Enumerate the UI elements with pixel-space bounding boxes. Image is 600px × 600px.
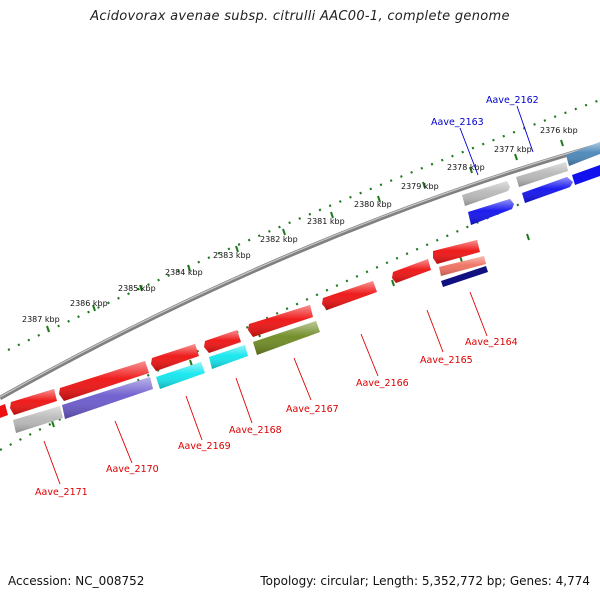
gene-aave-2170-slate	[62, 377, 153, 419]
gene-red-1	[433, 240, 480, 264]
gene-label-aave-2163: Aave_2163	[431, 117, 484, 128]
gene-aave-2162-grey	[516, 162, 568, 187]
kbp-label-2381: 2381 kbp	[307, 217, 345, 226]
gene-edge-red	[0, 404, 8, 418]
gene-aave-2169-red	[151, 344, 199, 371]
genome-summary-text: Topology: circular; Length: 5,352,772 bp…	[260, 574, 590, 588]
gene-label-aave-2170: Aave_2170	[106, 464, 159, 475]
kbp-label-2387: 2387 kbp	[22, 315, 60, 324]
gene-steel	[566, 142, 600, 166]
gene-label-aave-2168: Aave_2168	[229, 425, 282, 436]
gene-label-aave-2166: Aave_2166	[356, 378, 409, 389]
gene-labels: Aave_2162 Aave_2163 Aave_2164 Aave_2165 …	[35, 95, 539, 498]
gene-blue-forward-1	[522, 165, 600, 203]
gene-aave-2164-salmon	[439, 256, 486, 276]
gene-label-aave-2164: Aave_2164	[465, 337, 518, 348]
genome-backbone	[0, 142, 600, 400]
label-leader-lines	[43, 105, 534, 485]
kbp-label-2382: 2382 kbp	[260, 235, 298, 244]
gene-aave-2163-grey	[462, 181, 510, 206]
kbp-label-2380: 2380 kbp	[354, 200, 392, 209]
gene-aave-2171-red	[10, 389, 57, 415]
gene-aave-2170-red	[59, 361, 149, 401]
gene-aave-2168-red	[204, 330, 241, 353]
kbp-label-2378: 2378 kbp	[447, 163, 485, 172]
forward-genes	[462, 142, 600, 225]
gene-red-2	[392, 259, 431, 283]
gene-blue-forward-2	[468, 199, 514, 225]
gene-aave-2164-navy	[441, 266, 488, 287]
kbp-label-2379: 2379 kbp	[401, 182, 439, 191]
kbp-label-2385: 2385 kbp	[118, 284, 156, 293]
kbp-label-2386: 2386 kbp	[70, 299, 108, 308]
kbp-label-2377: 2377 kbp	[494, 145, 532, 154]
gene-label-aave-2162: Aave_2162	[486, 95, 539, 106]
gene-label-aave-2167: Aave_2167	[286, 404, 339, 415]
major-ticks-outer	[46, 139, 564, 333]
gene-aave-2168-cyan	[209, 345, 248, 369]
gene-label-aave-2171: Aave_2171	[35, 487, 88, 498]
kbp-labels: 2376 kbp 2377 kbp 2378 kbp 2379 kbp 2380…	[22, 126, 578, 324]
kbp-label-2384: 2384 kbp	[165, 268, 203, 277]
gene-label-aave-2165: Aave_2165	[420, 355, 473, 366]
gene-label-aave-2169: Aave_2169	[178, 441, 231, 452]
gene-aave-2171-grey	[13, 406, 63, 433]
gene-aave-2167-olive	[253, 321, 320, 355]
gene-aave-2169-cyan	[156, 362, 205, 389]
genome-title: Acidovorax avenae subsp. citrulli AAC00-…	[90, 9, 510, 24]
accession-text: Accession: NC_008752	[8, 574, 145, 588]
gene-aave-2167-red	[248, 305, 313, 337]
kbp-label-2383: 2383 kbp	[213, 251, 251, 260]
reverse-genes	[0, 240, 488, 433]
gene-aave-2166-red	[322, 281, 377, 310]
kbp-label-2376: 2376 kbp	[540, 126, 578, 135]
